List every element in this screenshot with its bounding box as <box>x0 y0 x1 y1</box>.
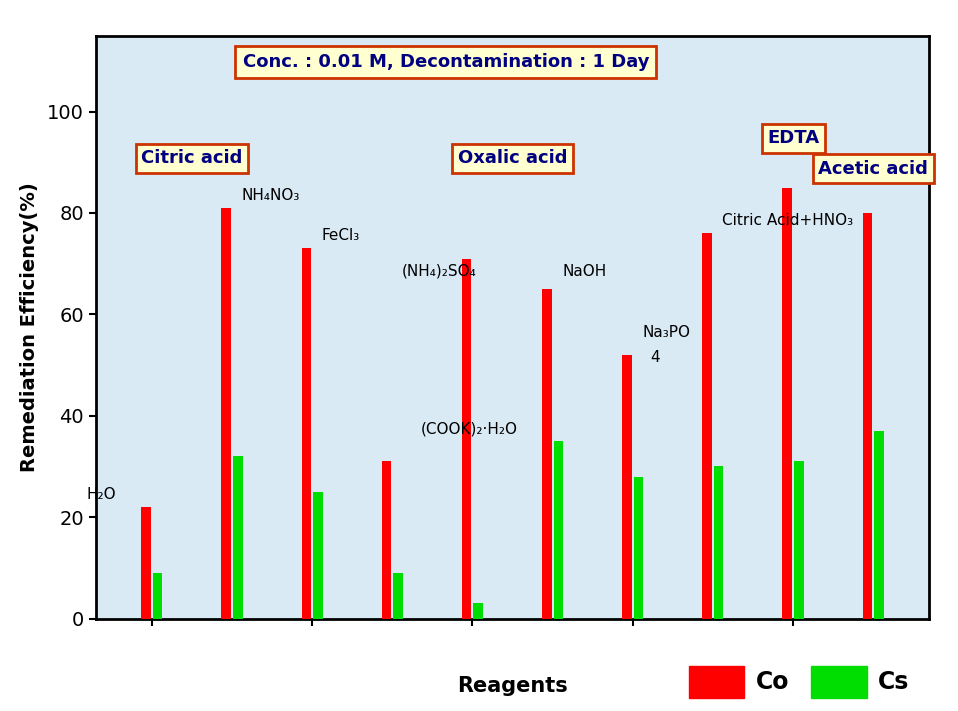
X-axis label: Reagents: Reagents <box>457 675 568 695</box>
Text: FeCl₃: FeCl₃ <box>322 228 360 243</box>
Bar <box>233 456 242 619</box>
Text: Na₃PO: Na₃PO <box>643 325 691 340</box>
Bar <box>862 213 872 619</box>
Text: Oxalic acid: Oxalic acid <box>458 149 567 167</box>
Bar <box>783 188 792 619</box>
Text: Acetic acid: Acetic acid <box>818 159 928 178</box>
Bar <box>153 573 163 619</box>
Text: Citric Acid+HNO₃: Citric Acid+HNO₃ <box>722 213 854 228</box>
Bar <box>874 431 883 619</box>
Bar <box>473 604 483 619</box>
Bar <box>381 461 392 619</box>
Text: NaOH: NaOH <box>562 264 606 279</box>
Bar <box>142 507 151 619</box>
Bar <box>714 466 723 619</box>
Bar <box>554 441 563 619</box>
Bar <box>702 233 712 619</box>
Text: 4: 4 <box>650 350 660 365</box>
Text: EDTA: EDTA <box>767 129 819 147</box>
Bar <box>542 289 552 619</box>
Text: (NH₄)₂SO₄: (NH₄)₂SO₄ <box>402 264 477 279</box>
Bar <box>302 248 311 619</box>
Text: NH₄NO₃: NH₄NO₃ <box>241 188 300 203</box>
Text: (COOK)₂·H₂O: (COOK)₂·H₂O <box>421 421 517 436</box>
Text: Conc. : 0.01 M, Decontamination : 1 Day: Conc. : 0.01 M, Decontamination : 1 Day <box>242 53 650 71</box>
Legend: Co, Cs: Co, Cs <box>680 658 918 707</box>
Bar <box>221 208 231 619</box>
Bar <box>462 259 471 619</box>
Bar <box>633 476 644 619</box>
Bar <box>394 573 403 619</box>
Bar <box>794 461 804 619</box>
Text: H₂O: H₂O <box>86 487 116 502</box>
Text: Citric acid: Citric acid <box>141 149 242 167</box>
Bar <box>622 355 631 619</box>
Bar <box>313 492 323 619</box>
Y-axis label: Remediation Efficiency(%): Remediation Efficiency(%) <box>20 182 38 472</box>
